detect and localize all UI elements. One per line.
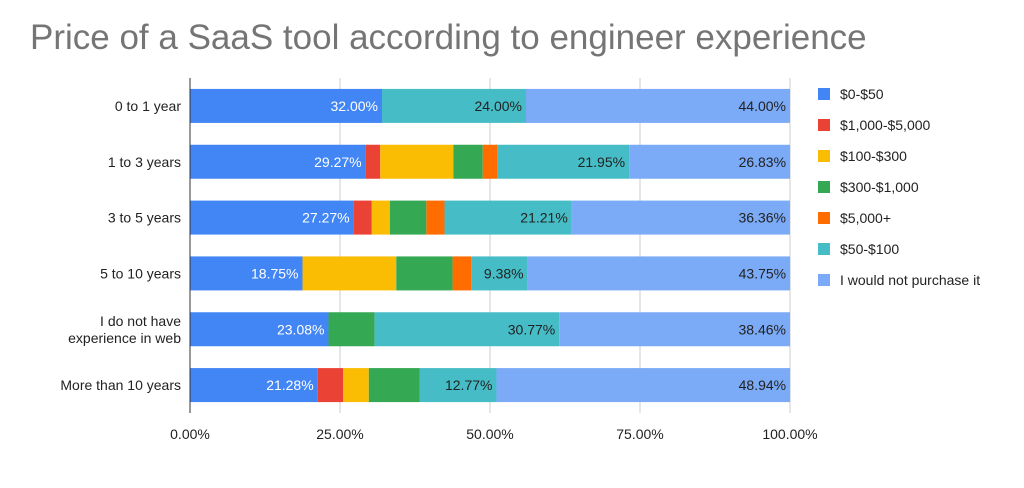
data-label: 36.36%: [738, 210, 785, 226]
bar-segment: [471, 256, 528, 291]
bar-segment: [452, 256, 472, 291]
data-label: 21.28%: [266, 377, 313, 393]
bar-segment: [444, 200, 572, 235]
legend-swatch: [818, 87, 830, 100]
legend-swatch: [818, 242, 830, 255]
legend-label: $50-$100: [840, 240, 900, 257]
bar-segment: [302, 256, 397, 291]
bar-segment: [527, 256, 791, 291]
data-label: 43.75%: [739, 265, 786, 281]
category-label: 1 to 3 years: [108, 154, 181, 170]
bar-segment: [343, 368, 369, 403]
bar-segment: [371, 200, 390, 235]
bar-segment: [190, 368, 318, 403]
bar-segment: [190, 144, 366, 179]
bar-segment: [380, 144, 454, 179]
bar-segment: [496, 368, 791, 403]
legend-item: $300-$1,000: [818, 171, 980, 202]
data-label: 48.94%: [739, 377, 786, 393]
data-label: 9.38%: [484, 265, 524, 281]
bar-segment: [526, 88, 790, 123]
data-label: 29.27%: [314, 154, 361, 170]
data-label: 21.95%: [578, 154, 625, 170]
bar-segment: [497, 144, 630, 179]
bar-segment: [190, 256, 303, 291]
legend-swatch: [818, 273, 830, 286]
legend-item: I would not purchase it: [818, 264, 980, 295]
bar-segment: [629, 144, 791, 179]
x-tick-label: 50.00%: [466, 426, 513, 442]
legend-swatch: [818, 211, 830, 224]
x-tick-label: 25.00%: [316, 426, 363, 442]
legend-item: $50-$100: [818, 233, 980, 264]
x-tick-label: 75.00%: [616, 426, 663, 442]
bar-segment: [453, 144, 483, 179]
data-label: 44.00%: [739, 98, 786, 114]
bar-segment: [382, 88, 526, 123]
bar-segment: [419, 368, 497, 403]
legend-label: $300-$1,000: [840, 178, 919, 195]
bar-segment: [389, 200, 427, 235]
data-label: 32.00%: [331, 98, 378, 114]
data-label: 24.00%: [475, 98, 522, 114]
category-label: More than 10 years: [60, 377, 181, 393]
bar-segment: [559, 312, 790, 347]
category-label: 0 to 1 year: [115, 98, 181, 114]
legend-swatch: [818, 118, 830, 131]
data-label: 18.75%: [251, 265, 298, 281]
legend-item: $0-$50: [818, 78, 980, 109]
legend-label: I would not purchase it: [840, 271, 981, 288]
x-tick-label: 0.00%: [170, 426, 210, 442]
bar-segment: [571, 200, 790, 235]
legend-item: $5,000+: [818, 202, 980, 233]
bar-segment: [374, 312, 560, 347]
bar-segment: [396, 256, 453, 291]
bar-segment: [190, 312, 329, 347]
legend-swatch: [818, 180, 830, 193]
bar-segment: [368, 368, 420, 403]
bar-segment: [190, 200, 354, 235]
bar-segment: [482, 144, 498, 179]
bar-segment: [190, 88, 382, 123]
data-label: 30.77%: [508, 321, 555, 337]
data-label: 26.83%: [739, 154, 786, 170]
legend-swatch: [818, 149, 830, 162]
legend-item: $1,000-$5,000: [818, 109, 980, 140]
data-label: 38.46%: [739, 321, 786, 337]
data-label: 27.27%: [302, 210, 349, 226]
bar-segment: [353, 200, 372, 235]
x-tick-label: 100.00%: [762, 426, 817, 442]
category-label: 3 to 5 years: [108, 210, 181, 226]
legend-label: $1,000-$5,000: [840, 116, 931, 133]
chart-legend: $0-$50 $1,000-$5,000 $100-$300 $300-$1,000 $…: [818, 78, 980, 295]
data-label: 12.77%: [445, 377, 492, 393]
chart-title: Price of a SaaS tool according to engine…: [30, 18, 867, 57]
legend-label: $100-$300: [840, 147, 907, 164]
category-label: experience in web: [68, 330, 181, 346]
legend-label: $0-$50: [840, 85, 884, 102]
data-label: 21.21%: [520, 210, 567, 226]
category-label: 5 to 10 years: [100, 265, 181, 281]
bar-segment: [365, 144, 381, 179]
legend-item: $100-$300: [818, 140, 980, 171]
bar-segment: [426, 200, 445, 235]
bar-segment: [317, 368, 344, 403]
category-label: I do not have: [100, 313, 181, 329]
bar-segment: [328, 312, 375, 347]
legend-label: $5,000+: [840, 209, 891, 226]
data-label: 23.08%: [277, 321, 324, 337]
